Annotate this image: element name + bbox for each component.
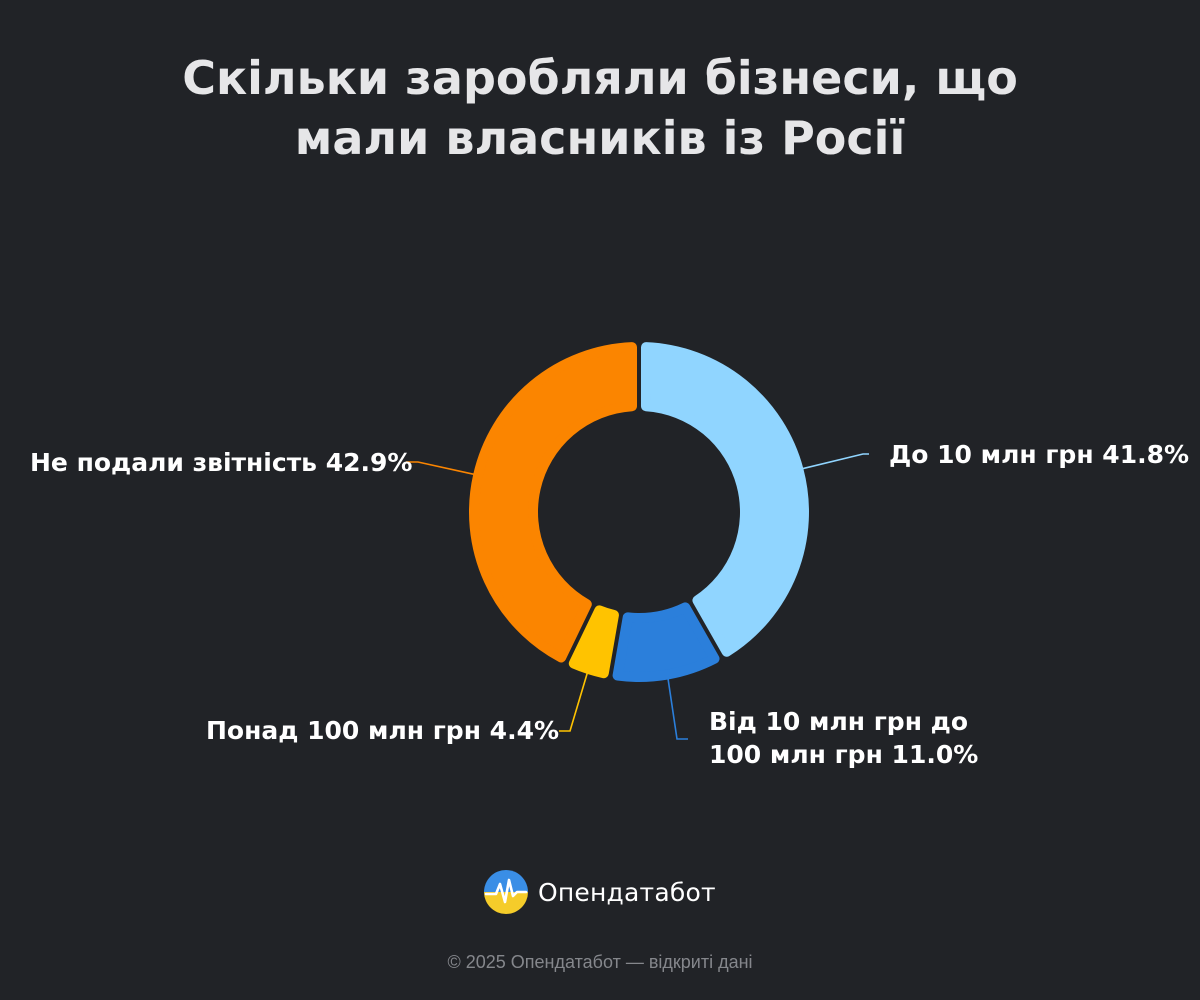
brand: Опендатабот (484, 870, 716, 914)
leader-line-over-100m (559, 670, 589, 732)
leader-line-up-to-10m (800, 453, 869, 470)
slice-label-10m-to-100m: Від 10 млн грн до 100 млн грн 11.0% (709, 705, 978, 771)
donut-slices (469, 342, 809, 682)
slice-10m-to-100m (612, 602, 720, 682)
slice-label-10m-to-100m-line-1: Від 10 млн грн до (709, 707, 969, 736)
slice-label-no-report: Не подали звітність 42.9% (30, 448, 413, 477)
chart-title-line-1: Скільки заробляли бізнеси, що (182, 51, 1018, 105)
leader-lines (406, 453, 869, 740)
slice-label-up-to-10m: До 10 млн грн 41.8% (889, 440, 1190, 469)
slice-label-10m-to-100m-line-2: 100 млн грн 11.0% (709, 740, 979, 769)
footer-copyright: © 2025 Опендатабот — відкриті дані (447, 952, 753, 972)
slice-over-100m (568, 605, 619, 679)
opendatabot-logo-icon (484, 870, 528, 914)
slice-up-to-10m (640, 342, 809, 657)
brand-name: Опендатабот (538, 877, 716, 907)
slice-label-over-100m: Понад 100 млн грн 4.4% (206, 716, 560, 745)
chart-title: Скільки заробляли бізнеси, що мали власн… (0, 48, 1200, 168)
leader-line-10m-to-100m (666, 676, 688, 740)
leader-line-no-report (406, 461, 477, 476)
slice-no-report (469, 342, 638, 663)
chart-title-line-2: мали власників із Росії (294, 111, 906, 165)
